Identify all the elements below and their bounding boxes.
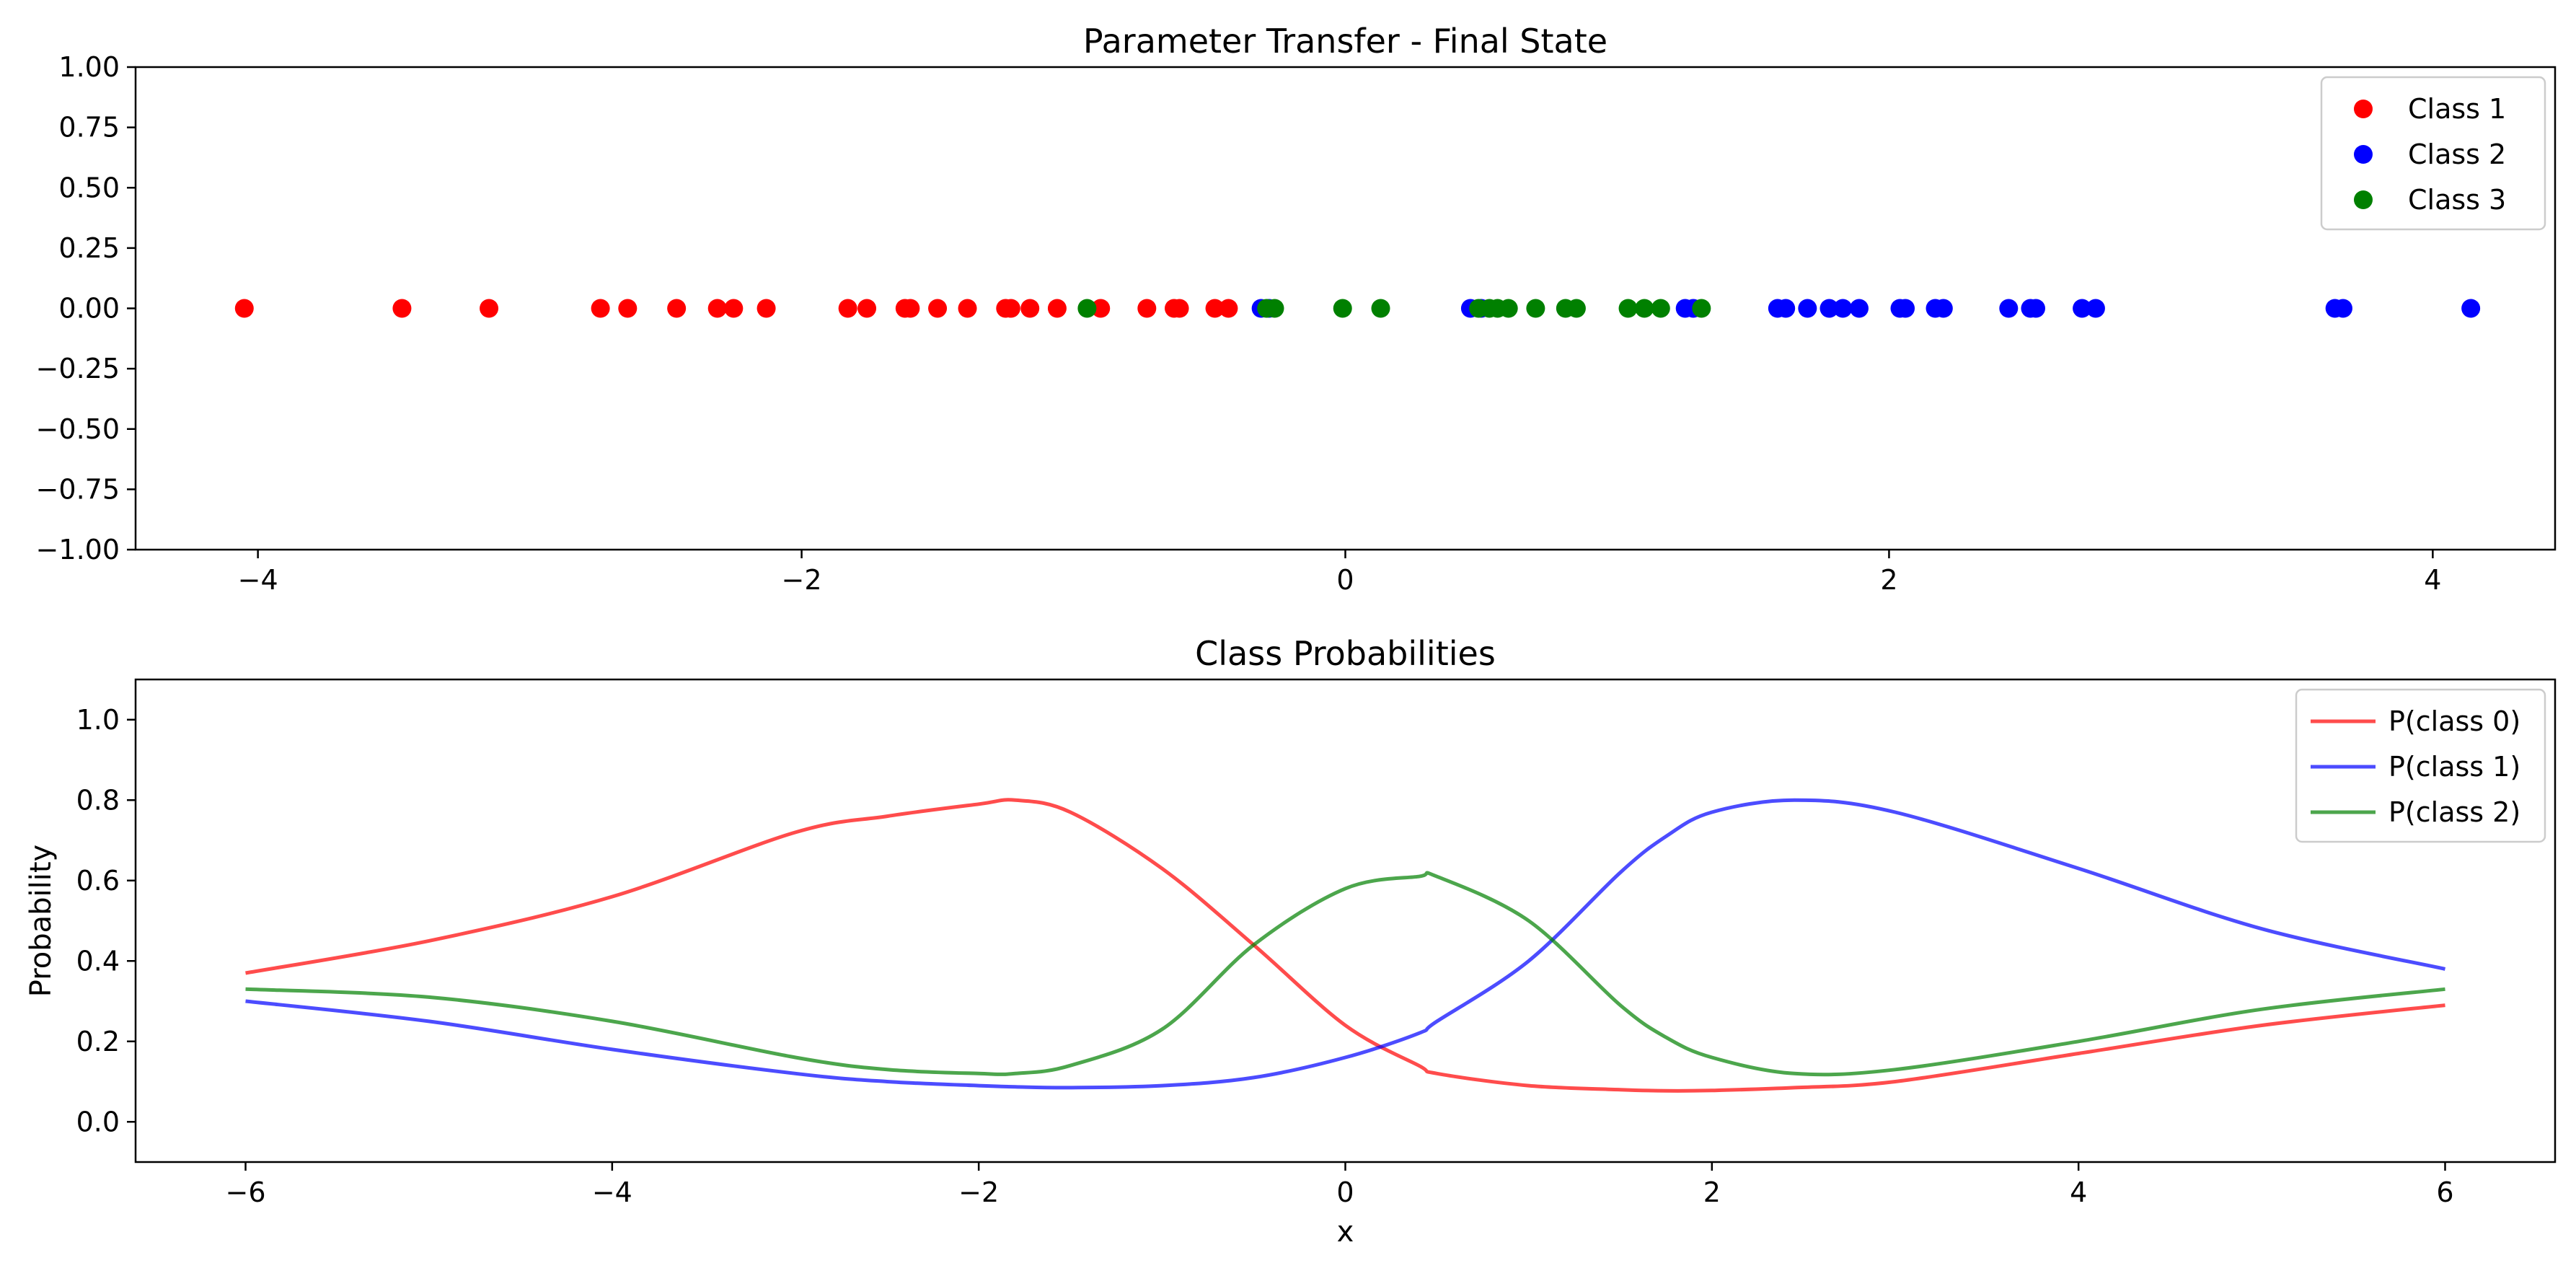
y-tick-label: −0.25 xyxy=(36,353,120,384)
scatter-chart: Parameter Transfer - Final State −4 −2 0 2 4 1… xyxy=(36,22,2557,596)
data-point-class-1 xyxy=(707,299,727,318)
data-point-class-3 xyxy=(1692,299,1711,318)
data-point-class-1 xyxy=(480,299,499,318)
y-tick-label: 0.75 xyxy=(58,112,120,144)
data-point-class-2 xyxy=(1833,299,1853,318)
legend-box xyxy=(2320,76,2546,231)
data-point-class-2 xyxy=(1999,299,2019,318)
y-tick-label: −0.75 xyxy=(36,473,120,505)
x-tick-label: 0 xyxy=(1336,1176,1354,1208)
y-tick-label: 0.8 xyxy=(76,784,120,816)
y-tick-label: 0.2 xyxy=(76,1026,120,1057)
legend-label: Class 3 xyxy=(2408,184,2506,216)
data-point-class-1 xyxy=(234,299,254,318)
y-axis-label: Probability xyxy=(25,845,58,997)
x-tick-label: −2 xyxy=(958,1176,999,1208)
x-axis-label: x xyxy=(1337,1215,1354,1249)
x-tick-label: −4 xyxy=(238,564,278,596)
data-point-class-3 xyxy=(1499,299,1518,318)
x-tick-label: 2 xyxy=(1880,564,1897,596)
y-tick-label: 0.25 xyxy=(58,232,120,264)
chart-title: Class Probabilities xyxy=(1195,634,1496,673)
x-tick-label: 4 xyxy=(2424,564,2441,596)
x-tick-label: 4 xyxy=(2070,1176,2087,1208)
data-point-class-1 xyxy=(838,299,857,318)
legend-marker xyxy=(2354,100,2373,118)
data-point-class-2 xyxy=(2073,299,2092,318)
data-point-class-2 xyxy=(1776,299,1796,318)
data-point-class-1 xyxy=(928,299,948,318)
legend-label: P(class 2) xyxy=(2388,796,2520,828)
y-tick-label: 1.00 xyxy=(58,51,120,83)
data-point-class-1 xyxy=(1001,299,1020,318)
y-tick-label: 1.0 xyxy=(76,704,120,736)
data-point-class-2 xyxy=(2026,299,2045,318)
data-point-class-1 xyxy=(724,299,744,318)
plot-area xyxy=(234,299,2481,318)
legend-marker xyxy=(2354,145,2373,164)
y-tick-label: 0.0 xyxy=(76,1106,120,1138)
data-point-class-3 xyxy=(1265,299,1284,318)
data-point-class-2 xyxy=(2086,299,2105,318)
data-point-class-1 xyxy=(901,299,920,318)
data-point-class-1 xyxy=(1137,299,1157,318)
data-point-class-2 xyxy=(1849,299,1869,318)
data-point-class-1 xyxy=(1091,299,1111,318)
data-point-class-1 xyxy=(591,299,610,318)
data-point-class-1 xyxy=(958,299,977,318)
data-point-class-1 xyxy=(618,299,638,318)
data-point-class-1 xyxy=(857,299,877,318)
y-tick-label: 0.00 xyxy=(58,293,120,325)
data-point-class-3 xyxy=(1635,299,1654,318)
legend-label: P(class 1) xyxy=(2388,751,2520,783)
y-tick-label: −1.00 xyxy=(36,534,120,566)
y-tick-label: −0.50 xyxy=(36,413,120,445)
data-point-class-3 xyxy=(1651,299,1670,318)
series-line-class-1 xyxy=(245,798,2446,1090)
y-tick-label: 0.50 xyxy=(58,172,120,203)
data-point-class-2 xyxy=(1798,299,1817,318)
probability-chart: Class Probabilities −6 −4 −2 0 2 4 6 0.0 0.2 0.4 0.… xyxy=(25,634,2557,1249)
data-point-class-2 xyxy=(1819,299,1839,318)
legend-box xyxy=(2295,688,2546,843)
chart-title: Parameter Transfer - Final State xyxy=(1083,22,1607,61)
data-point-class-3 xyxy=(1526,299,1545,318)
x-tick-label: −2 xyxy=(782,564,822,596)
x-tick-label: −6 xyxy=(225,1176,265,1208)
data-point-class-2 xyxy=(1896,299,1915,318)
legend-label: Class 1 xyxy=(2408,93,2506,125)
data-point-class-2 xyxy=(1933,299,1953,318)
data-point-class-3 xyxy=(1566,299,1586,318)
data-point-class-3 xyxy=(1077,299,1097,318)
data-point-class-3 xyxy=(1333,299,1352,318)
data-point-class-1 xyxy=(392,299,412,318)
series-line-class-0 xyxy=(245,798,2445,1093)
legend-label: P(class 0) xyxy=(2388,705,2520,737)
data-point-class-3 xyxy=(1371,299,1390,318)
data-point-class-1 xyxy=(667,299,687,318)
data-point-class-1 xyxy=(1219,299,1238,318)
data-point-class-2 xyxy=(2461,299,2481,318)
data-point-class-1 xyxy=(1205,299,1225,318)
axes-frame xyxy=(134,678,2557,1163)
y-tick-label: 0.4 xyxy=(76,945,120,977)
plot-area xyxy=(245,798,2446,1093)
x-tick-label: −4 xyxy=(592,1176,632,1208)
data-point-class-1 xyxy=(757,299,776,318)
y-tick-label: 0.6 xyxy=(76,865,120,897)
data-point-class-1 xyxy=(1047,299,1067,318)
data-point-class-2 xyxy=(2333,299,2352,318)
x-tick-label: 0 xyxy=(1336,564,1354,596)
x-tick-label: 6 xyxy=(2436,1176,2453,1208)
data-point-class-3 xyxy=(1618,299,1638,318)
legend: Class 1 Class 2 Class 3 xyxy=(2320,76,2546,231)
legend-label: Class 2 xyxy=(2408,138,2506,170)
data-point-class-1 xyxy=(1170,299,1189,318)
x-tick-label: 2 xyxy=(1703,1176,1721,1208)
legend: P(class 0) P(class 1) P(class 2) xyxy=(2295,688,2546,843)
data-point-class-1 xyxy=(1020,299,1040,318)
legend-marker xyxy=(2354,190,2373,209)
series-line-class-2 xyxy=(245,871,2445,1077)
